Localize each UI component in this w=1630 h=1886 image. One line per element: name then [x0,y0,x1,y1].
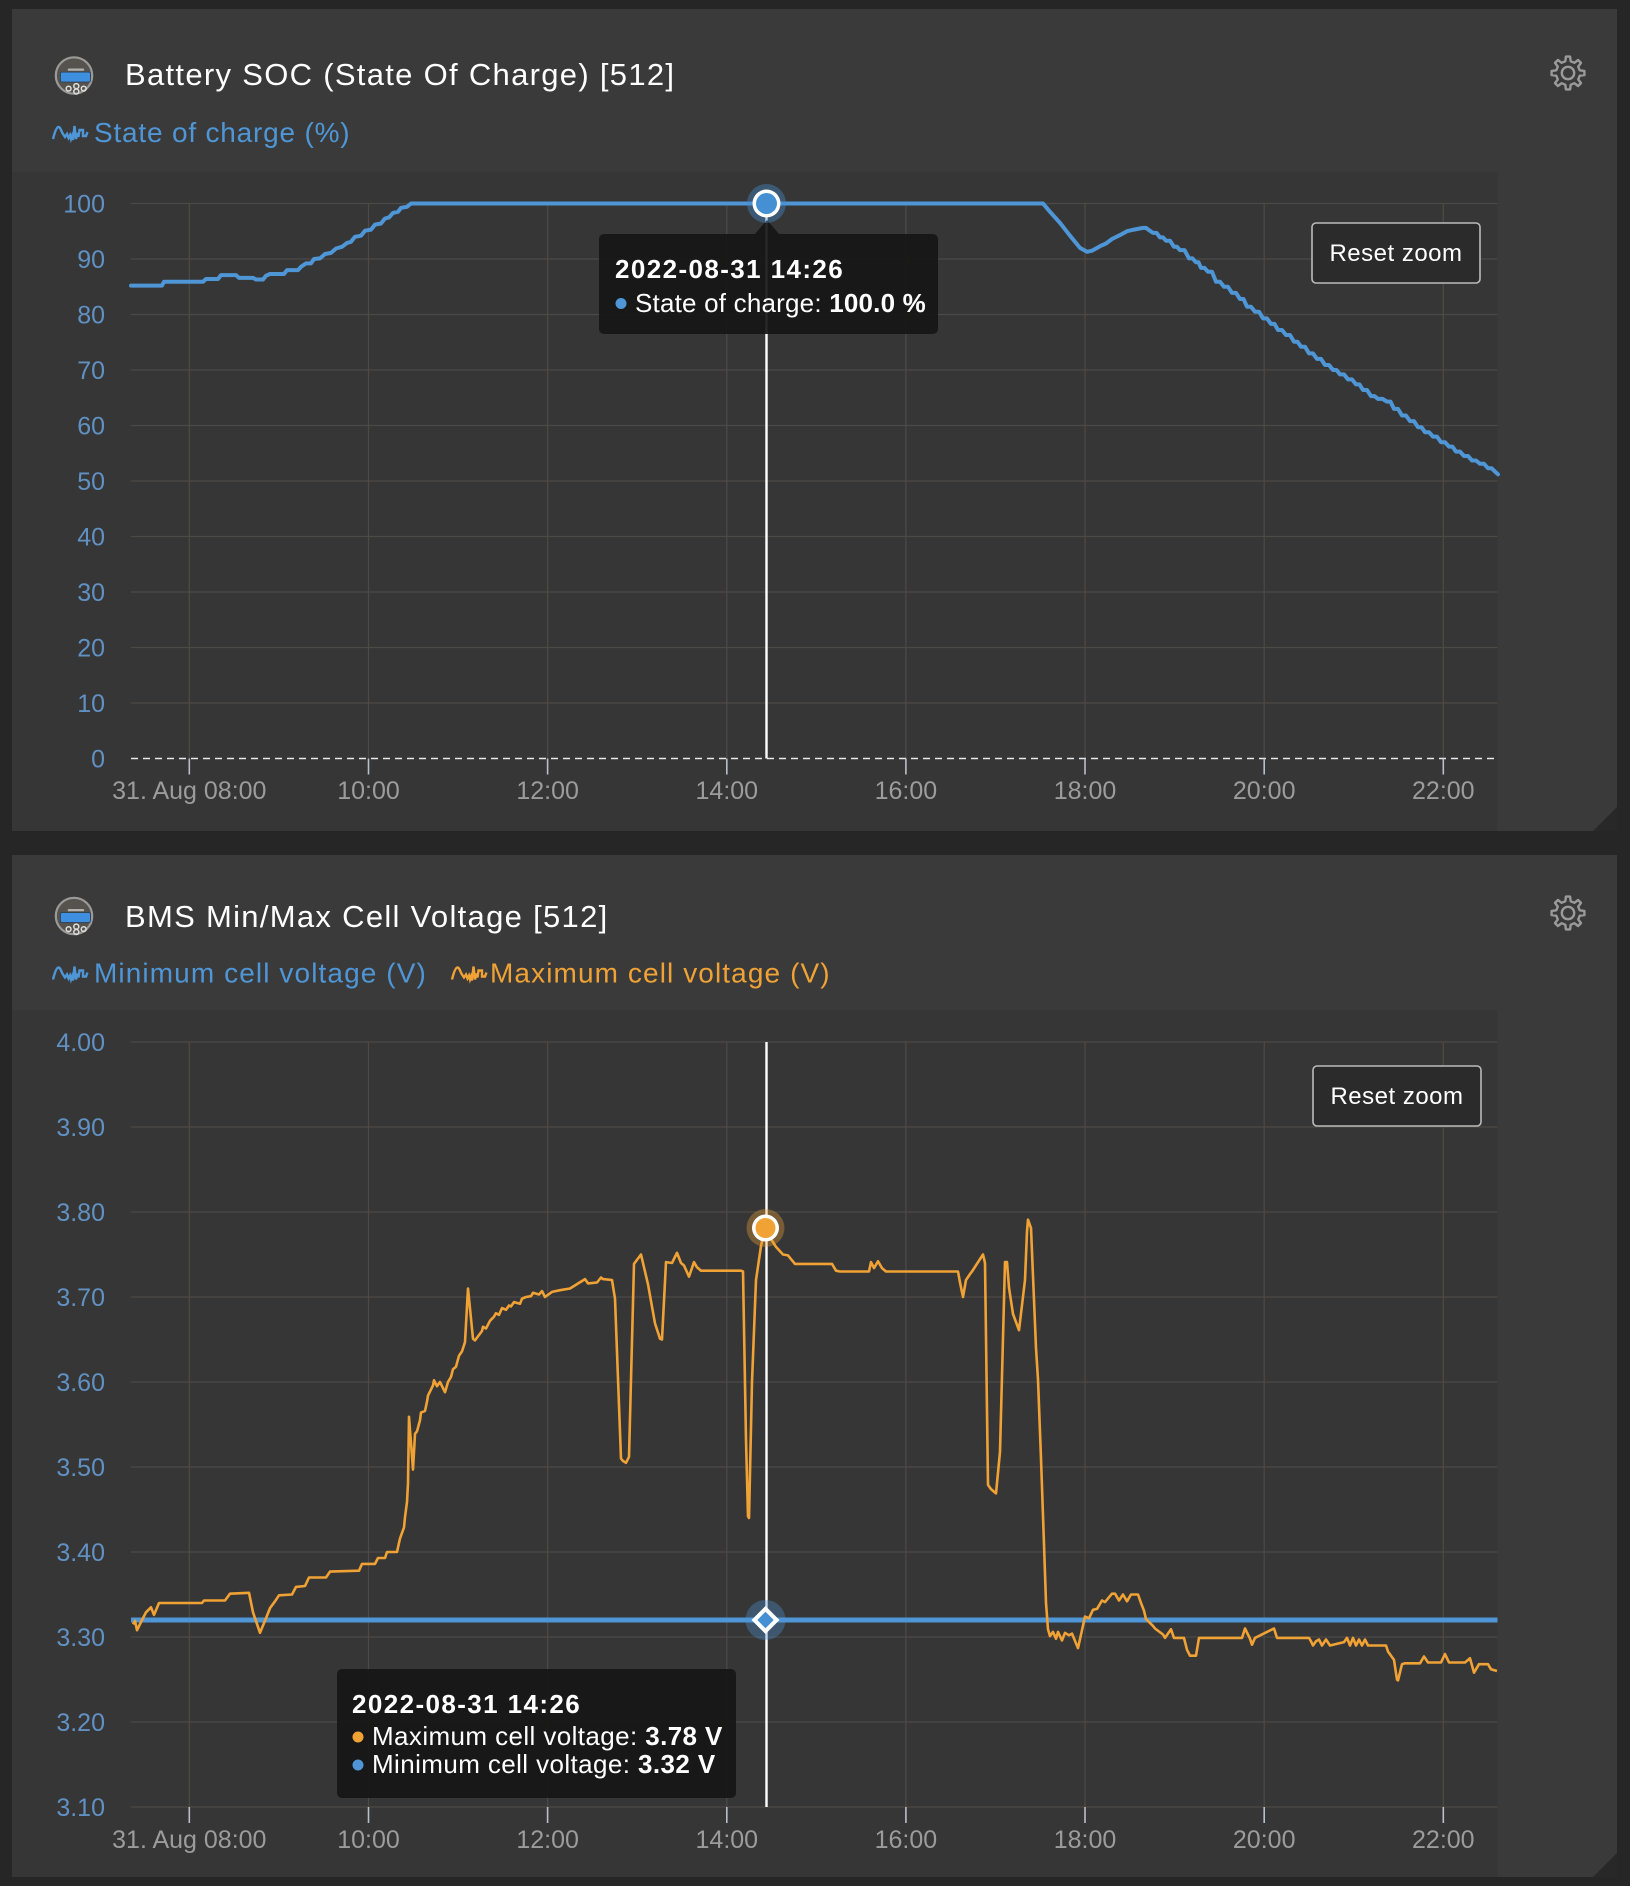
svg-text:Minimum cell voltage: 3.32 V: Minimum cell voltage: 3.32 V [372,1749,716,1779]
svg-text:10: 10 [77,690,105,718]
svg-text:31. Aug 08:00: 31. Aug 08:00 [112,1826,266,1854]
svg-text:10:00: 10:00 [337,777,400,805]
svg-text:30: 30 [77,579,105,607]
svg-text:40: 40 [77,524,105,552]
svg-text:12:00: 12:00 [516,777,579,805]
svg-text:0: 0 [91,746,105,774]
svg-text:Reset zoom: Reset zoom [1330,1083,1463,1110]
svg-text:3.20: 3.20 [56,1709,105,1737]
svg-text:20:00: 20:00 [1233,1826,1296,1854]
svg-text:12:00: 12:00 [516,1826,579,1854]
svg-text:10:00: 10:00 [337,1826,400,1854]
svg-text:16:00: 16:00 [875,1826,938,1854]
svg-text:Minimum cell voltage (V): Minimum cell voltage (V) [94,958,427,989]
svg-text:3.50: 3.50 [56,1454,105,1482]
svg-text:18:00: 18:00 [1054,1826,1117,1854]
svg-text:Maximum cell voltage: 3.78 V: Maximum cell voltage: 3.78 V [372,1721,723,1751]
svg-text:22:00: 22:00 [1412,1826,1475,1854]
svg-text:60: 60 [77,413,105,441]
svg-text:3.40: 3.40 [56,1539,105,1567]
svg-text:31. Aug 08:00: 31. Aug 08:00 [112,777,266,805]
svg-text:14:00: 14:00 [696,1826,759,1854]
svg-text:State of charge: 100.0 %: State of charge: 100.0 % [635,288,926,318]
svg-text:2022-08-31 14:26: 2022-08-31 14:26 [352,1689,581,1719]
svg-text:Maximum cell voltage (V): Maximum cell voltage (V) [490,958,831,989]
svg-text:Reset zoom: Reset zoom [1329,240,1462,267]
svg-text:3.60: 3.60 [56,1369,105,1397]
svg-text:3.80: 3.80 [56,1199,105,1227]
svg-text:20: 20 [77,635,105,663]
svg-text:4.00: 4.00 [56,1029,105,1057]
svg-text:100: 100 [63,191,105,219]
svg-text:State of charge (%): State of charge (%) [94,117,350,148]
svg-text:2022-08-31 14:26: 2022-08-31 14:26 [615,254,844,284]
svg-text:80: 80 [77,302,105,330]
svg-text:3.10: 3.10 [56,1794,105,1822]
svg-text:20:00: 20:00 [1233,777,1296,805]
svg-text:90: 90 [77,246,105,274]
svg-text:22:00: 22:00 [1412,777,1475,805]
svg-text:Battery SOC (State Of Charge): Battery SOC (State Of Charge) [512] [125,57,675,92]
svg-text:3.70: 3.70 [56,1284,105,1312]
svg-text:3.90: 3.90 [56,1114,105,1142]
svg-text:14:00: 14:00 [696,777,759,805]
svg-text:18:00: 18:00 [1054,777,1117,805]
svg-text:70: 70 [77,357,105,385]
svg-text:50: 50 [77,468,105,496]
svg-text:BMS Min/Max Cell Voltage [512]: BMS Min/Max Cell Voltage [512] [125,899,609,934]
svg-text:3.30: 3.30 [56,1624,105,1652]
svg-text:16:00: 16:00 [875,777,938,805]
